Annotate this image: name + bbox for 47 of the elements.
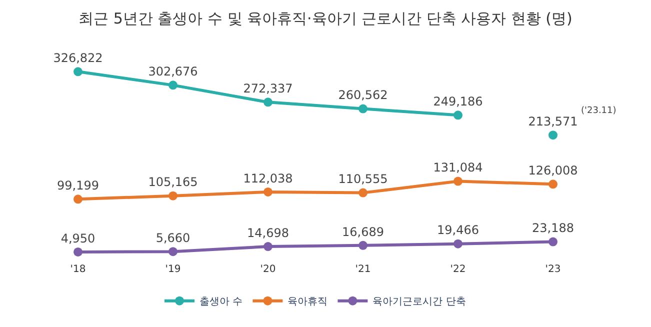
data-label: 23,188 (532, 221, 574, 236)
data-label: 213,571 (528, 114, 578, 128)
annotation: ('23.11) (581, 106, 616, 116)
point (168, 191, 178, 200)
point (264, 242, 272, 252)
point (548, 180, 558, 189)
data-label: 5,660 (156, 230, 190, 245)
data-label: 112,038 (243, 171, 293, 186)
point (264, 187, 272, 196)
point (358, 188, 368, 198)
legend-label: 출생아 수 (200, 296, 243, 308)
data-label: 4,950 (60, 231, 96, 246)
data-label: 14,698 (247, 226, 289, 240)
data-label: 249,186 (433, 94, 483, 109)
point (264, 98, 272, 107)
point (548, 237, 558, 246)
chart-title: 최근 5년간 출생아 수 및 육아휴직·육아기 근로시간 단축 사용자 현황 (명) (78, 10, 572, 28)
point (74, 194, 82, 204)
point (548, 130, 558, 140)
data-label: 302,676 (148, 64, 198, 79)
x-tick-label: '18 (70, 264, 86, 275)
data-label: 326,822 (53, 51, 103, 66)
data-label: 126,008 (528, 164, 578, 178)
x-tick-label: '20 (260, 264, 276, 275)
point (454, 239, 462, 248)
data-label: 260,562 (338, 88, 388, 102)
legend-label: 육아휴직 (288, 296, 328, 308)
data-label: 16,689 (342, 224, 384, 239)
point (168, 247, 178, 256)
data-label: 131,084 (433, 160, 483, 175)
x-tick-label: '19 (165, 264, 181, 275)
point (358, 240, 368, 250)
point (74, 247, 82, 256)
point (454, 110, 462, 120)
x-tick-label: '21 (355, 264, 371, 275)
data-label: 110,555 (338, 172, 388, 186)
x-tick-label: '23 (545, 264, 561, 275)
data-label: 105,165 (148, 175, 198, 190)
point (168, 80, 178, 90)
x-tick-label: '22 (450, 264, 466, 275)
data-label: 19,466 (437, 223, 479, 238)
point (358, 104, 368, 114)
point (454, 176, 462, 186)
data-label: 99,199 (57, 178, 99, 193)
legend-label: 육아기근로시간 단축 (372, 296, 466, 308)
data-label: 272,337 (243, 82, 293, 96)
point (74, 67, 82, 76)
